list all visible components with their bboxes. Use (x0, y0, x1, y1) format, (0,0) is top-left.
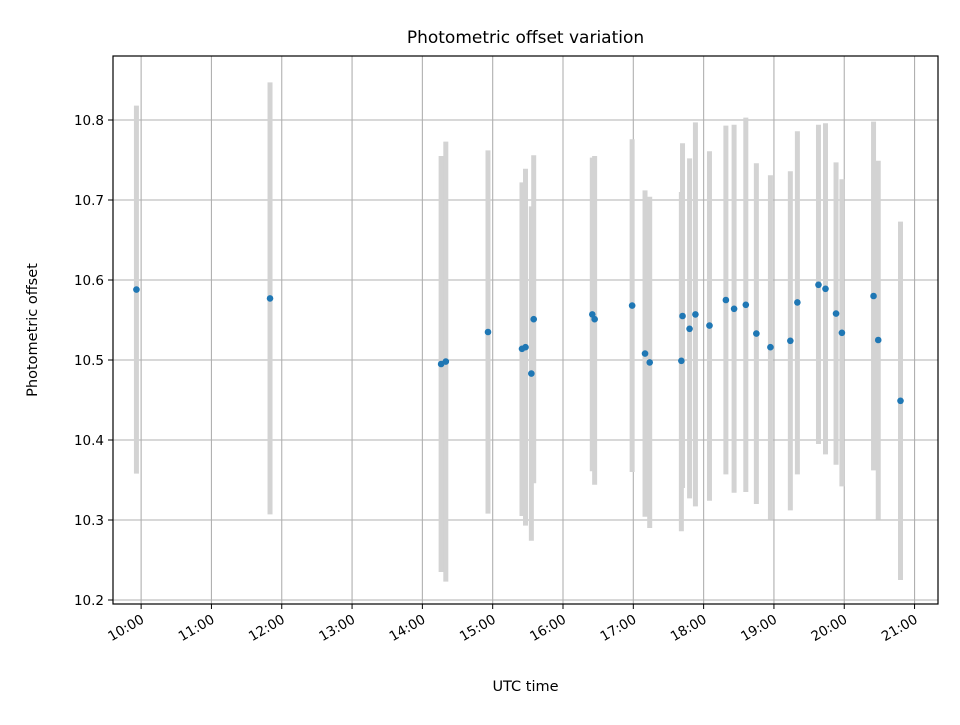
y-axis-ticks: 10.2 10.3 10.4 10.5 10.6 10.7 10.8 (74, 113, 113, 609)
data-point (692, 311, 699, 318)
data-point (133, 286, 140, 293)
data-point (822, 285, 829, 293)
data-point (522, 343, 529, 351)
data-point (678, 357, 685, 365)
data-point (530, 315, 538, 323)
data-point (266, 295, 274, 302)
data-point (874, 336, 882, 344)
y-tick-label: 10.3 (74, 513, 104, 529)
y-tick-label: 10.5 (74, 353, 104, 369)
data-point (753, 330, 760, 337)
y-tick-label: 10.8 (74, 113, 104, 129)
axes-frame (112, 55, 939, 605)
data-point (679, 312, 686, 320)
data-point (628, 302, 636, 309)
data-point (870, 292, 877, 300)
data-point (706, 322, 713, 329)
y-tick-label: 10.7 (74, 193, 104, 209)
data-point (838, 329, 846, 337)
y-tick-label: 10.6 (74, 273, 104, 289)
data-point (646, 359, 654, 366)
y-tick-label: 10.4 (74, 433, 104, 449)
data-point (787, 337, 794, 345)
data-point (794, 299, 801, 306)
chart-title: Photometric offset variation (407, 28, 644, 48)
x-axis-label: UTC time (492, 679, 558, 695)
data-point (767, 343, 774, 351)
data-point (442, 358, 450, 365)
data-point (742, 301, 750, 309)
y-axis-label: Photometric offset (25, 263, 41, 397)
data-point (722, 296, 730, 304)
data-point (591, 315, 598, 323)
data-points (133, 281, 904, 405)
data-point (641, 350, 649, 357)
data-point (832, 310, 840, 317)
data-point (897, 397, 904, 405)
data-point (730, 305, 738, 313)
data-point (686, 325, 693, 333)
data-point (528, 370, 535, 377)
y-tick-label: 10.2 (74, 593, 104, 609)
data-point (484, 328, 492, 336)
data-point (815, 281, 822, 289)
